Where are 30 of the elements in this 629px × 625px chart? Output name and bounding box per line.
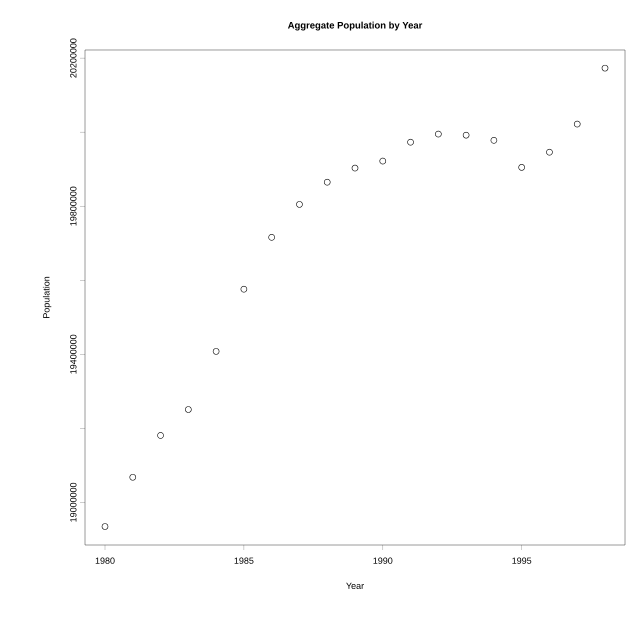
y-tick-label: 19800000: [70, 186, 76, 226]
x-tick-label: 1985: [234, 558, 254, 564]
x-axis-title: Year: [346, 582, 364, 589]
point: [574, 120, 581, 128]
point: [157, 432, 164, 439]
point: [462, 132, 470, 138]
point: [352, 164, 358, 172]
point: [490, 137, 498, 144]
y-tick-label: 20200000: [70, 38, 76, 78]
point: [602, 64, 608, 72]
point: [102, 523, 108, 530]
point: [268, 234, 275, 241]
chart-title: Aggregate Population by Year: [288, 22, 422, 30]
point: [407, 138, 414, 146]
x-tick-label: 1980: [96, 558, 115, 564]
point: [212, 348, 220, 355]
point: [296, 201, 303, 208]
y-axis-title: Population: [42, 276, 52, 318]
point: [240, 286, 248, 292]
point: [129, 474, 136, 481]
x-tick-label: 1990: [373, 558, 392, 564]
point: [435, 130, 442, 138]
point: [185, 406, 192, 413]
y-tick-label: 19400000: [70, 334, 76, 374]
x-tick-label: 1995: [512, 558, 532, 564]
y-tick-label: 19000000: [70, 482, 76, 522]
point: [324, 178, 331, 186]
point: [379, 158, 386, 164]
point: [518, 164, 525, 171]
point: [546, 148, 553, 156]
